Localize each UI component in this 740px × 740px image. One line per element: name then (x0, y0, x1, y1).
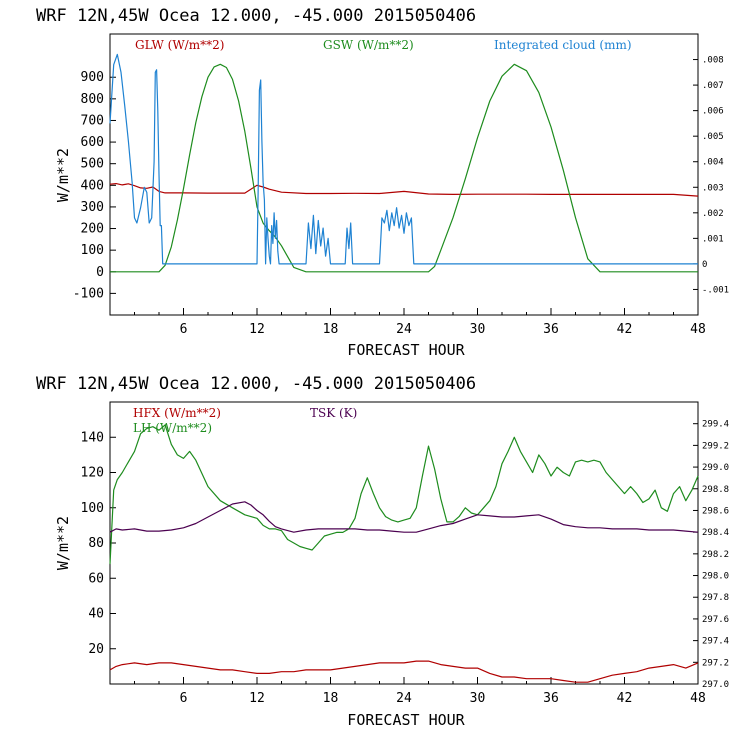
right-y-tick-label: 297.6 (702, 615, 729, 625)
right-y-tick-label: .002 (702, 209, 724, 219)
panel-2-frame (109, 401, 699, 685)
panel-1-series (109, 53, 699, 273)
y-tick-label: -100 (73, 286, 104, 301)
panel-1-y-label: W/m**2 (54, 148, 72, 202)
x-tick-label: 36 (543, 322, 559, 337)
y-tick-label: 80 (88, 536, 104, 551)
x-tick-label: 6 (180, 322, 188, 337)
x-tick-label: 30 (470, 691, 486, 706)
series-hfx-line (109, 660, 699, 683)
y-tick-label: 100 (81, 243, 104, 258)
panel-1-title: WRF 12N,45W Ocea 12.000, -45.000 2015050… (36, 6, 476, 26)
right-y-tick-label: 298.0 (702, 572, 729, 582)
right-y-tick-label: 297.8 (702, 593, 729, 603)
y-tick-label: 600 (81, 135, 104, 150)
y-tick-label: 300 (81, 200, 104, 215)
panel-2-y-label: W/m**2 (54, 516, 72, 570)
panel-2-axes: 6 12 18 24 30 36 42 48 20 40 60 80 100 120 140 297.0 297… (81, 420, 730, 706)
right-y-tick-label: .005 (702, 132, 724, 142)
y-tick-label: 900 (81, 70, 104, 85)
right-y-tick-label: .008 (702, 56, 724, 66)
y-tick-label: 700 (81, 113, 104, 128)
y-tick-label: 120 (81, 466, 104, 481)
right-y-tick-label: 299.2 (702, 441, 729, 451)
x-tick-label: 24 (396, 322, 412, 337)
panel-1-axes: 6 12 18 24 30 36 42 48 -100 0 100 200 300 400 500 600 70… (73, 56, 729, 337)
panel-1-frame (109, 33, 699, 316)
right-y-tick-label: .001 (702, 234, 724, 244)
right-y-tick-label: .003 (702, 183, 724, 193)
right-y-tick-label: .004 (702, 158, 724, 168)
y-tick-label: 60 (88, 571, 104, 586)
y-tick-label: 20 (88, 642, 104, 657)
right-y-tick-label: 298.4 (702, 528, 729, 538)
x-tick-label: 6 (180, 691, 188, 706)
y-tick-label: 0 (96, 265, 104, 280)
right-y-tick-label: 298.8 (702, 485, 729, 495)
panel-1-x-label: FORECAST HOUR (347, 341, 465, 359)
x-tick-label: 48 (690, 691, 706, 706)
x-tick-label: 30 (470, 322, 486, 337)
legend-lh: LH (W/m**2) (133, 421, 212, 435)
right-y-tick-label: 0 (702, 260, 707, 270)
legend-integrated-cloud: Integrated cloud (mm) (494, 38, 632, 52)
x-tick-label: 36 (543, 691, 559, 706)
y-tick-label: 800 (81, 92, 104, 107)
series-tsk-line (109, 501, 699, 533)
x-tick-label: 48 (690, 322, 706, 337)
x-tick-label: 12 (249, 322, 265, 337)
right-y-tick-label: 297.2 (702, 658, 729, 668)
right-y-tick-label: 298.2 (702, 550, 729, 560)
panel-2-x-label: FORECAST HOUR (347, 711, 465, 729)
y-tick-label: 400 (81, 178, 104, 193)
y-tick-label: 40 (88, 607, 104, 622)
right-y-tick-label: -.001 (702, 285, 729, 295)
legend-gsw: GSW (W/m**2) (323, 38, 414, 52)
x-tick-label: 42 (617, 322, 633, 337)
series-gsw-line (110, 63, 698, 273)
legend-glw: GLW (W/m**2) (135, 38, 224, 52)
x-tick-label: 18 (323, 322, 339, 337)
x-tick-label: 24 (396, 691, 412, 706)
right-y-tick-label: .006 (702, 107, 724, 117)
series-integrated-line (109, 53, 698, 265)
right-y-tick-label: 299.4 (702, 420, 729, 430)
radiation-cloud-panel: WRF 12N,45W Ocea 12.000, -45.000 2015050… (36, 6, 729, 359)
y-tick-label: 500 (81, 157, 104, 172)
y-tick-label: 140 (81, 430, 104, 445)
x-tick-label: 42 (617, 691, 633, 706)
x-tick-label: 18 (323, 691, 339, 706)
right-y-tick-label: .007 (702, 81, 724, 91)
right-y-tick-label: 299.0 (702, 463, 729, 473)
right-y-tick-label: 298.6 (702, 506, 729, 516)
y-tick-label: 100 (81, 501, 104, 516)
series-glw-line (109, 183, 699, 197)
panel-2-title: WRF 12N,45W Ocea 12.000, -45.000 2015050… (36, 374, 476, 394)
x-tick-label: 12 (249, 691, 265, 706)
legend-tsk: TSK (K) (310, 406, 357, 420)
y-tick-label: 200 (81, 222, 104, 237)
right-y-tick-label: 297.4 (702, 637, 729, 647)
legend-hfx: HFX (W/m**2) (133, 406, 221, 420)
series-lh-line (109, 424, 699, 565)
right-y-tick-label: 297.0 (702, 680, 729, 690)
flux-temperature-panel: WRF 12N,45W Ocea 12.000, -45.000 2015050… (36, 374, 729, 729)
panel-2-series (109, 424, 699, 683)
